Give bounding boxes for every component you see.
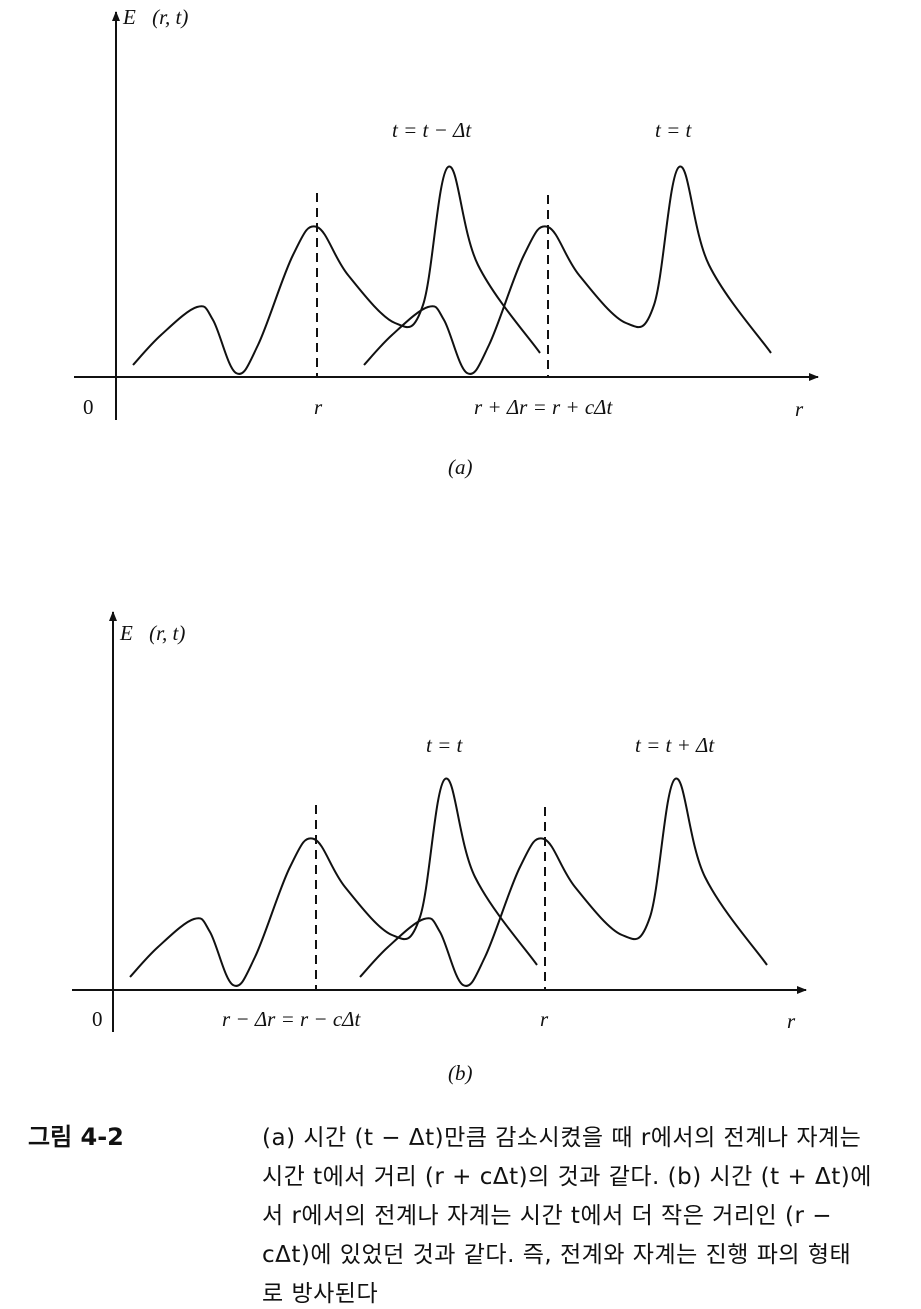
origin-label: 0 xyxy=(83,395,94,419)
x-axis-label: r xyxy=(795,397,804,421)
x-tick-r: r xyxy=(540,1007,549,1031)
wave-curve-current xyxy=(129,777,538,987)
x-axis-label: r xyxy=(787,1009,796,1033)
y-axis-label: E⃗(r, t) xyxy=(119,621,185,645)
origin-label: 0 xyxy=(92,1007,103,1031)
curve-label-later: t = t + Δt xyxy=(635,733,715,757)
figure-b: E⃗(r, t) t = t t = t + Δt 0 r − Δr = r −… xyxy=(72,611,807,1085)
x-tick-r-minus-dr: r − Δr = r − cΔt xyxy=(222,1007,362,1031)
figure-a: E⃗(r, t) t = t − Δt t = t 0 r r + Δr = r… xyxy=(74,5,819,479)
panel-label-a: (a) xyxy=(448,455,473,479)
caption-heading: 그림 4-2 xyxy=(28,1123,124,1151)
wave-curve-current xyxy=(363,165,772,375)
panel-label-b: (b) xyxy=(448,1061,473,1085)
caption-line: 로 방사된다 xyxy=(262,1281,379,1307)
curve-label-earlier: t = t − Δt xyxy=(392,118,472,142)
x-tick-r-plus-dr: r + Δr = r + cΔt xyxy=(474,395,614,419)
wave-curve-later xyxy=(359,777,768,987)
caption-line: cΔt)에 있었던 것과 같다. 즉, 전계와 자계는 진행 파의 형태 xyxy=(262,1242,852,1268)
curve-label-current: t = t xyxy=(655,118,693,142)
caption-line: (a) 시간 (t − Δt)만큼 감소시켰을 때 r에서의 전계나 자계는 xyxy=(262,1125,862,1151)
curve-label-current: t = t xyxy=(426,733,464,757)
y-axis-label: E⃗(r, t) xyxy=(122,5,188,29)
x-tick-r: r xyxy=(314,395,323,419)
caption-line: 서 r에서의 전계나 자계는 시간 t에서 더 작은 거리인 (r − xyxy=(262,1203,832,1229)
wave-curve-earlier xyxy=(132,165,541,375)
caption-line: 시간 t에서 거리 (r + cΔt)의 것과 같다. (b) 시간 (t + … xyxy=(262,1164,872,1190)
